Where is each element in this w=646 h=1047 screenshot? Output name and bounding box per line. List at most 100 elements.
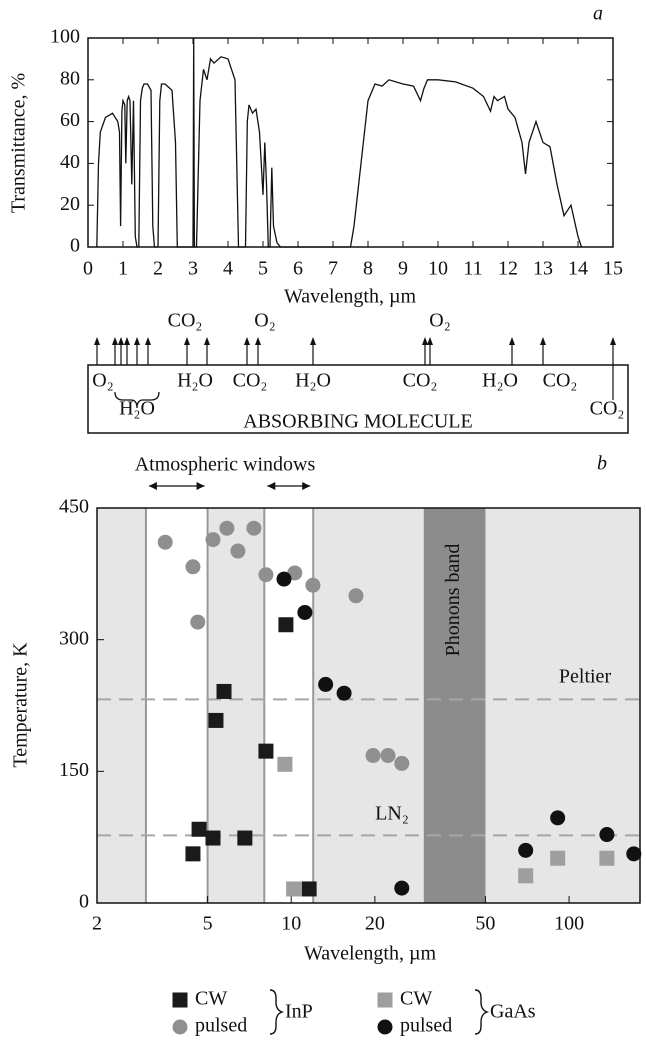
marker-square	[237, 830, 253, 846]
y-tick-label: 60	[60, 109, 80, 131]
marker-circle	[377, 1019, 393, 1035]
arrow-head	[124, 337, 130, 345]
windows-label: Atmospheric windows	[135, 454, 316, 476]
marker-square	[377, 992, 393, 1008]
molecule-box	[87, 364, 629, 434]
marker-circle	[599, 827, 615, 843]
marker-circle	[348, 588, 364, 604]
x-tick-label: 50	[475, 913, 495, 935]
molecule-label: CO₂	[590, 398, 625, 420]
y-tick-label: 450	[59, 496, 89, 518]
legend-brace	[474, 989, 490, 1035]
marker-square	[599, 850, 615, 866]
marker-square	[550, 850, 566, 866]
phonons-band	[423, 508, 486, 903]
legend-label: pulsed	[195, 1015, 247, 1037]
phonons-label: Phonons band	[442, 544, 464, 657]
x-tick-label: 3	[188, 258, 198, 280]
arrow-head	[255, 337, 261, 345]
x-axis-label: Wavelength, µm	[284, 286, 417, 308]
marker-square	[185, 846, 201, 862]
marker-square	[301, 881, 317, 897]
legend-group: GaAs	[490, 1001, 536, 1023]
marker-circle	[190, 614, 206, 630]
x-tick-label: 20	[365, 913, 385, 935]
y-tick-label: 100	[50, 26, 80, 48]
x-tick-label: 2	[92, 913, 102, 935]
arrow-head	[427, 337, 433, 345]
y-axis-label: Temperature, K	[10, 642, 32, 768]
marker-circle	[394, 755, 410, 771]
arrow-head	[310, 337, 316, 345]
legend-group: InP	[285, 1001, 313, 1023]
marker-circle	[185, 559, 201, 575]
marker-square	[172, 992, 188, 1008]
marker-circle	[297, 604, 313, 620]
brace	[114, 391, 160, 409]
marker-circle	[219, 520, 235, 536]
marker-circle	[550, 810, 566, 826]
marker-square	[258, 743, 274, 759]
arrow-head	[184, 337, 190, 345]
molecule-label: O₂	[254, 310, 275, 332]
panel-label: a	[593, 3, 603, 25]
marker-square	[216, 683, 232, 699]
arrow-head	[118, 337, 124, 345]
x-tick-label: 2	[153, 258, 163, 280]
marker-circle	[276, 571, 292, 587]
marker-circle	[157, 534, 173, 550]
arrow-head	[422, 337, 428, 345]
arrow-head	[145, 337, 151, 345]
marker-square	[208, 712, 224, 728]
arrow-head	[134, 337, 140, 345]
y-tick-label: 0	[79, 891, 89, 913]
molecule-label: CO₂	[403, 370, 438, 392]
reference-label: Peltier	[559, 666, 612, 688]
panel-label: b	[597, 453, 607, 475]
x-tick-label: 15	[603, 258, 623, 280]
x-tick-label: 10	[281, 913, 301, 935]
molecule-label: CO₂	[543, 370, 578, 392]
molecule-title: ABSORBING MOLECULE	[243, 411, 472, 433]
y-tick-label: 300	[59, 627, 89, 649]
x-tick-label: 1	[118, 258, 128, 280]
arrow-head	[610, 337, 616, 345]
x-tick-label: 7	[328, 258, 338, 280]
marker-square	[205, 830, 221, 846]
marker-circle	[394, 880, 410, 896]
x-tick-label: 12	[498, 258, 518, 280]
x-tick-label: 0	[83, 258, 93, 280]
x-tick-label: 100	[554, 913, 584, 935]
arrow-head	[540, 337, 546, 345]
marker-circle	[518, 842, 534, 858]
marker-square	[286, 881, 302, 897]
x-tick-label: 9	[398, 258, 408, 280]
molecule-label: CO₂	[168, 310, 203, 332]
x-tick-label: 4	[223, 258, 233, 280]
marker-circle	[318, 676, 334, 692]
marker-square	[277, 756, 293, 772]
x-tick-label: 14	[568, 258, 588, 280]
marker-circle	[172, 1019, 188, 1035]
y-tick-label: 40	[60, 151, 80, 173]
marker-circle	[230, 543, 246, 559]
arrow-head	[112, 337, 118, 345]
marker-circle	[246, 520, 262, 536]
marker-circle	[258, 567, 274, 583]
marker-circle	[626, 846, 642, 862]
y-tick-label: 150	[59, 759, 89, 781]
legend-brace	[269, 989, 285, 1035]
marker-circle	[380, 748, 396, 764]
arrow-head	[204, 337, 210, 345]
molecule-label: H₂O	[119, 398, 155, 420]
y-tick-label: 20	[60, 193, 80, 215]
y-tick-label: 80	[60, 67, 80, 89]
x-tick-label: 6	[293, 258, 303, 280]
plot-frame	[87, 37, 614, 248]
reference-label: LN₂	[375, 803, 409, 825]
marker-circle	[205, 532, 221, 548]
marker-circle	[336, 685, 352, 701]
arrow-head	[509, 337, 515, 345]
